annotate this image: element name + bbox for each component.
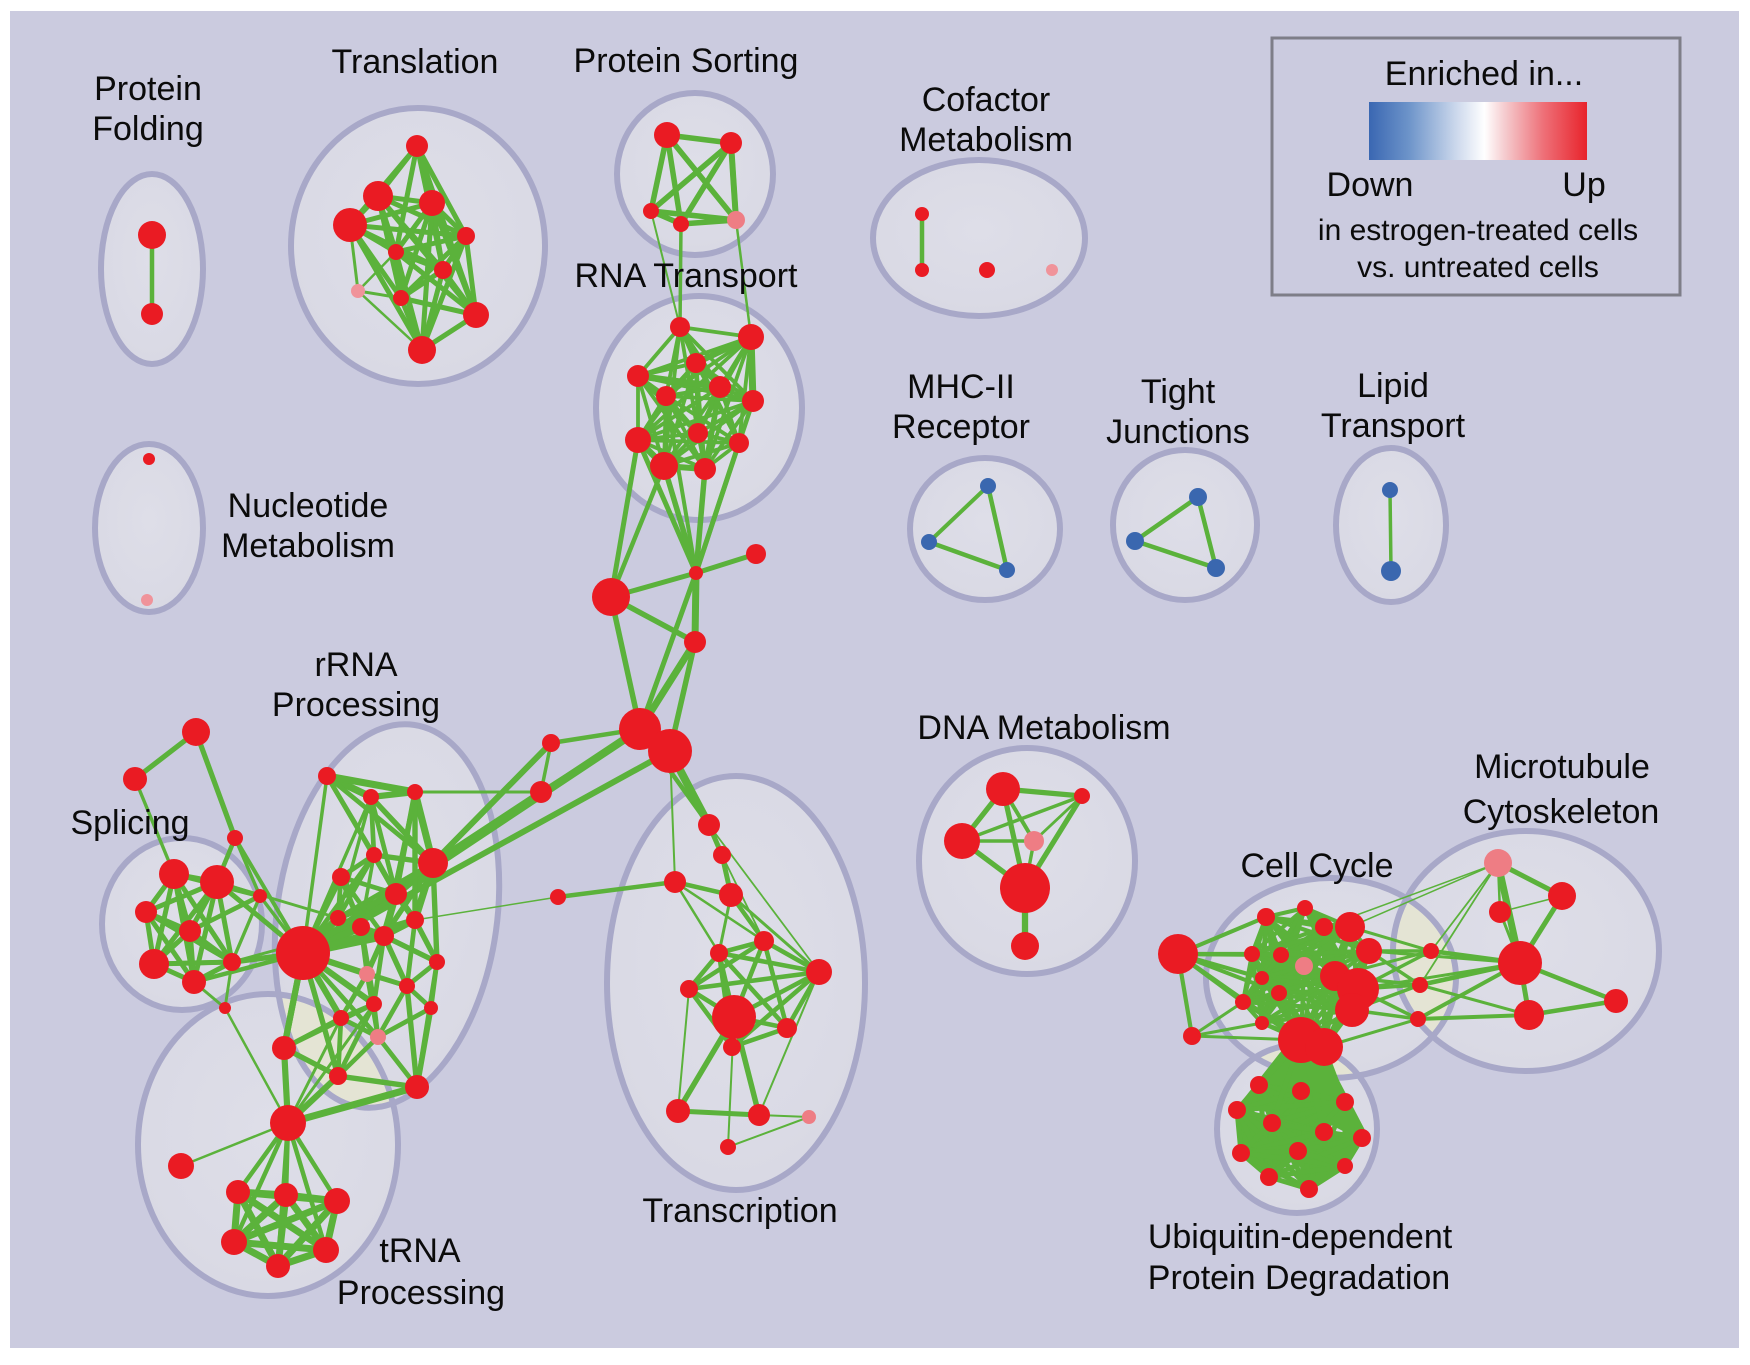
svg-text:Cell Cycle: Cell Cycle — [1240, 847, 1393, 885]
svg-text:Processing: Processing — [272, 686, 440, 724]
svg-text:Processing: Processing — [337, 1274, 505, 1312]
svg-text:tRNA: tRNA — [379, 1232, 461, 1270]
svg-text:Transcription: Transcription — [642, 1192, 837, 1230]
svg-text:Transport: Transport — [1321, 407, 1466, 445]
svg-text:Cofactor: Cofactor — [922, 81, 1051, 119]
svg-text:Protein: Protein — [94, 70, 202, 108]
svg-text:Nucleotide: Nucleotide — [228, 487, 389, 525]
svg-text:rRNA: rRNA — [314, 646, 397, 684]
svg-text:Folding: Folding — [92, 110, 204, 148]
svg-text:Junctions: Junctions — [1106, 413, 1250, 451]
svg-text:MHC-II: MHC-II — [907, 368, 1015, 406]
svg-text:Translation: Translation — [332, 43, 499, 81]
svg-text:Tight: Tight — [1141, 373, 1216, 411]
svg-text:Lipid: Lipid — [1357, 367, 1429, 405]
svg-text:Microtubule: Microtubule — [1474, 748, 1650, 786]
svg-text:Enriched in...: Enriched in... — [1385, 55, 1583, 93]
svg-text:Splicing: Splicing — [70, 804, 189, 842]
svg-text:Up: Up — [1562, 166, 1605, 204]
svg-text:Protein Degradation: Protein Degradation — [1148, 1259, 1450, 1297]
svg-text:Protein Sorting: Protein Sorting — [574, 42, 799, 80]
svg-text:DNA Metabolism: DNA Metabolism — [917, 709, 1170, 747]
svg-text:Down: Down — [1327, 166, 1414, 204]
svg-text:Metabolism: Metabolism — [221, 527, 395, 565]
svg-text:Metabolism: Metabolism — [899, 121, 1073, 159]
svg-text:Cytoskeleton: Cytoskeleton — [1463, 793, 1660, 831]
svg-text:in estrogen-treated cells: in estrogen-treated cells — [1318, 214, 1638, 247]
svg-text:vs. untreated cells: vs. untreated cells — [1357, 251, 1599, 284]
svg-text:RNA Transport: RNA Transport — [575, 257, 799, 295]
svg-text:Receptor: Receptor — [892, 408, 1030, 446]
svg-text:Ubiquitin-dependent: Ubiquitin-dependent — [1148, 1218, 1453, 1256]
